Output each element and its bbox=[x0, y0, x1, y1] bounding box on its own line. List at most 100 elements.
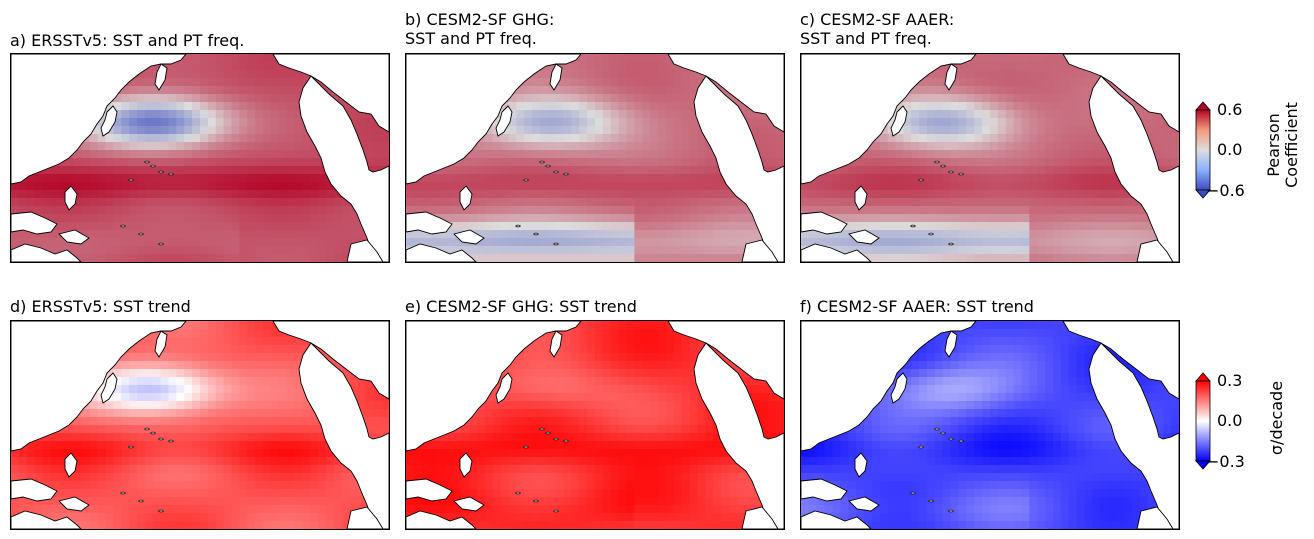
map-b-cell bbox=[571, 190, 580, 199]
map-b-cell bbox=[697, 246, 706, 255]
map-a-cell bbox=[318, 246, 327, 255]
map-c-cell bbox=[1013, 62, 1023, 71]
map-c-cell bbox=[942, 142, 952, 151]
map-d-cell bbox=[192, 473, 201, 482]
map-b-cell bbox=[453, 238, 462, 247]
map-a-cell bbox=[113, 174, 122, 183]
map-b-cell bbox=[768, 142, 777, 151]
map-c-cell bbox=[1037, 222, 1046, 231]
map-a-cell bbox=[310, 222, 319, 231]
map-c-cell bbox=[1139, 206, 1149, 215]
map-c-cell bbox=[911, 198, 920, 207]
map-b-cell bbox=[642, 62, 651, 71]
map-d-cell bbox=[255, 345, 264, 354]
map-b-cell bbox=[476, 214, 486, 223]
map-c-cell bbox=[966, 150, 975, 159]
map-a-cell bbox=[160, 78, 170, 87]
map-c-cell bbox=[903, 110, 912, 119]
map-b-cell bbox=[524, 134, 533, 143]
map-c-cell bbox=[1155, 158, 1164, 167]
map-b-cell bbox=[587, 190, 596, 199]
map-a-cell bbox=[286, 158, 296, 167]
map-c-cell bbox=[1053, 214, 1062, 223]
map-b-cell bbox=[524, 86, 533, 95]
map-b-cell bbox=[610, 166, 620, 175]
map-c-cell bbox=[982, 102, 991, 111]
map-c-cell bbox=[1021, 190, 1030, 199]
map-a-cell bbox=[278, 174, 288, 183]
map-c-cell bbox=[1037, 54, 1046, 63]
map-a-cell bbox=[239, 110, 248, 119]
map-b-cell bbox=[689, 230, 698, 239]
map-c-cell bbox=[840, 246, 849, 255]
map-a-cell bbox=[97, 198, 107, 207]
map-b-cell bbox=[406, 182, 415, 191]
map-c-cell bbox=[801, 190, 810, 199]
map-b-cell bbox=[524, 110, 533, 119]
map-b-cell bbox=[721, 222, 730, 231]
map-c-cell bbox=[1005, 54, 1015, 63]
map-c-cell bbox=[1013, 206, 1023, 215]
map-c-cell bbox=[927, 174, 936, 183]
map-a-cell bbox=[192, 70, 201, 79]
map-a-cell bbox=[168, 190, 177, 199]
map-d-cell bbox=[176, 489, 185, 498]
map-d-cell bbox=[74, 417, 83, 426]
map-a-cell bbox=[81, 158, 91, 167]
map-c-cell bbox=[997, 150, 1007, 159]
map-d-cell bbox=[184, 321, 193, 330]
map-b-cell bbox=[539, 78, 549, 87]
map-c-cell bbox=[1108, 238, 1117, 247]
map-a-cell bbox=[184, 198, 193, 207]
map-b-cell bbox=[563, 230, 572, 239]
map-c-cell bbox=[911, 158, 920, 167]
map-d-cell bbox=[121, 385, 130, 394]
map-d-cell bbox=[239, 401, 248, 410]
map-a-cell bbox=[231, 246, 240, 255]
map-b-cell bbox=[681, 166, 691, 175]
map-a-cell bbox=[270, 174, 280, 183]
map-d-cell bbox=[278, 417, 288, 426]
map-c-cell bbox=[1092, 198, 1101, 207]
map-a-cell bbox=[137, 158, 146, 167]
map-c-cell bbox=[990, 62, 999, 71]
map-a-cell bbox=[144, 182, 154, 191]
map-c-cell bbox=[919, 222, 928, 231]
map-a-cell bbox=[113, 254, 122, 262]
map-a-cell bbox=[192, 166, 201, 175]
map-a-cell bbox=[152, 102, 162, 111]
map-c-cell bbox=[1084, 158, 1093, 167]
map-a-cell bbox=[286, 190, 296, 199]
map-c-cell bbox=[887, 254, 897, 262]
map-d-cell bbox=[113, 497, 122, 506]
map-c-cell bbox=[1068, 94, 1078, 103]
map-a-cell bbox=[278, 254, 288, 262]
map-c-cell bbox=[1084, 222, 1093, 231]
map-d-cell bbox=[200, 337, 209, 346]
map-b-cell bbox=[610, 126, 620, 135]
map-a-cell bbox=[231, 198, 240, 207]
map-c-cell bbox=[966, 102, 975, 111]
map-a-cell bbox=[223, 142, 233, 151]
map-c-cell bbox=[990, 94, 999, 103]
map-a-cell bbox=[89, 246, 99, 255]
map-d-cell bbox=[129, 449, 138, 458]
map-c-cell bbox=[1037, 118, 1046, 127]
map-c-cell bbox=[990, 70, 999, 79]
map-d-cell bbox=[168, 345, 177, 354]
map-d-cell bbox=[302, 417, 311, 426]
map-a-cell bbox=[168, 70, 177, 79]
map-a-cell bbox=[215, 94, 225, 103]
map-b-cell bbox=[571, 198, 580, 207]
map-c-cell bbox=[808, 238, 818, 247]
map-c-cell bbox=[903, 214, 912, 223]
map-c-cell bbox=[958, 110, 967, 119]
map-c-cell bbox=[982, 174, 991, 183]
map-c-cell bbox=[990, 110, 999, 119]
map-b-cell bbox=[673, 214, 683, 223]
map-a-cell bbox=[357, 134, 366, 143]
map-d-cell bbox=[294, 353, 303, 362]
map-b-cell bbox=[508, 166, 517, 175]
map-a-cell bbox=[137, 150, 146, 159]
map-b-cell bbox=[516, 142, 525, 151]
